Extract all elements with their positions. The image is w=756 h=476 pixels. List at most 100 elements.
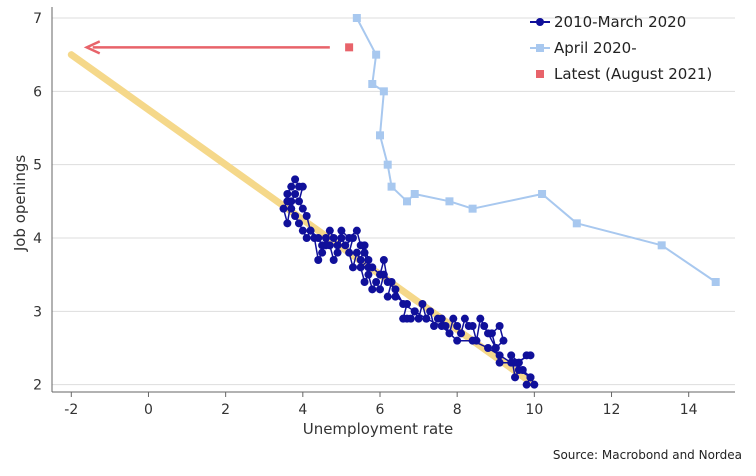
data-point-series-1 — [379, 256, 388, 264]
gridlines — [52, 17, 735, 386]
trend-line-layer — [67, 51, 538, 389]
data-point-series-1 — [364, 270, 373, 279]
data-point-series-1 — [291, 175, 300, 184]
data-point-series-1 — [325, 226, 334, 235]
data-point-series-1 — [302, 212, 311, 220]
x-tick-label: -2 — [64, 402, 78, 418]
legend-label: 2010-March 2020 — [554, 13, 686, 31]
data-point-series-1 — [348, 263, 357, 272]
y-tick-label: 2 — [33, 378, 42, 394]
data-point-series-1 — [298, 182, 307, 191]
arrow-head — [83, 40, 101, 55]
data-point-series-1 — [360, 278, 369, 286]
y-tick-label: 4 — [33, 231, 42, 247]
data-point-series-2 — [403, 197, 412, 206]
data-point-series-1 — [522, 380, 531, 389]
data-point-series-2 — [387, 182, 396, 191]
data-point-series-1 — [368, 285, 377, 294]
data-point-series-1 — [399, 300, 408, 308]
data-point-series-1 — [453, 322, 462, 330]
series-points — [279, 14, 720, 389]
trend-line — [67, 51, 538, 389]
data-point-series-1 — [383, 292, 392, 301]
data-point-series-1 — [375, 285, 384, 294]
data-point-series-2 — [383, 160, 392, 169]
data-point-series-1 — [356, 263, 365, 272]
data-point-series-1 — [449, 314, 458, 323]
data-point-series-1 — [333, 248, 342, 257]
x-tick-label: 8 — [453, 402, 462, 418]
data-point-series-1 — [364, 256, 373, 264]
data-point-series-1 — [337, 226, 346, 235]
data-point-series-1 — [352, 226, 361, 235]
data-point-series-1 — [345, 234, 354, 242]
y-tick-label: 6 — [33, 84, 42, 100]
data-point-series-1 — [279, 204, 288, 213]
data-point-series-1 — [337, 234, 346, 242]
data-point-series-1 — [480, 322, 489, 330]
data-point-series-1 — [507, 351, 516, 360]
data-point-series-2 — [657, 241, 666, 250]
legend-swatch-marker — [536, 70, 544, 78]
data-point-series-1 — [321, 241, 330, 250]
data-point-series-1 — [283, 190, 292, 198]
legend: 2010-March 2020 April 2020- Latest (August… — [530, 13, 712, 83]
data-point-series-1 — [314, 256, 323, 264]
data-point-series-1 — [430, 322, 439, 330]
data-point-series-1 — [294, 219, 303, 228]
data-point-series-1 — [526, 351, 535, 360]
data-point-series-1 — [287, 182, 296, 191]
data-point-series-1 — [464, 322, 473, 330]
data-point-series-2 — [379, 87, 388, 96]
legend-swatch-marker — [536, 18, 544, 26]
data-point-series-1 — [433, 314, 442, 323]
data-point-series-1 — [507, 358, 516, 367]
data-point-series-1 — [422, 314, 431, 323]
data-point-series-1 — [453, 336, 462, 345]
data-point-series-1 — [499, 336, 508, 345]
data-point-series-1 — [287, 204, 296, 213]
data-point-series-1 — [495, 358, 504, 367]
data-point-series-1 — [426, 307, 435, 316]
data-point-series-1 — [302, 234, 311, 242]
data-point-series-2 — [375, 131, 384, 140]
data-point-series-1 — [491, 344, 500, 352]
y-tick-label: 7 — [33, 11, 42, 27]
data-point-series-1 — [476, 314, 485, 323]
data-point-series-1 — [410, 307, 419, 316]
x-tick-label: 4 — [298, 402, 307, 418]
data-point-series-1 — [368, 263, 377, 272]
data-point-series-1 — [530, 380, 539, 389]
data-point-series-1 — [445, 329, 454, 338]
data-point-series-1 — [372, 278, 381, 286]
data-point-series-1 — [298, 226, 307, 235]
y-tick-label: 3 — [33, 304, 42, 320]
data-point-series-2 — [410, 190, 419, 198]
data-point-series-1 — [526, 373, 535, 382]
data-point-series-1 — [399, 314, 408, 323]
data-point-series-1 — [294, 197, 303, 206]
data-point-series-1 — [287, 197, 296, 206]
data-point-series-1 — [457, 329, 466, 338]
axes: 2 3 4 5 6 7 -2 0 2 4 6 8 10 12 14 — [33, 7, 735, 418]
data-point-series-1 — [391, 292, 400, 301]
x-tick-label: 6 — [376, 402, 385, 418]
data-point-series-1 — [495, 351, 504, 360]
data-point-series-1 — [360, 248, 369, 257]
data-point-series-1 — [298, 204, 307, 213]
data-point-series-2 — [538, 190, 547, 198]
data-point-series-1 — [484, 344, 493, 352]
data-point-series-1 — [283, 219, 292, 228]
data-point-series-2 — [445, 197, 454, 206]
data-point-series-1 — [329, 256, 338, 264]
data-point-series-2 — [368, 80, 377, 88]
data-point-series-2 — [372, 50, 381, 59]
data-point-series-1 — [484, 329, 493, 338]
data-point-series-1 — [352, 248, 361, 257]
x-axis-title: Unemployment rate — [303, 420, 454, 438]
source-note: Source: Macrobond and Nordea — [553, 448, 742, 462]
data-point-series-2 — [711, 278, 720, 286]
data-point-series-1 — [321, 234, 330, 242]
data-point-series-1 — [314, 234, 323, 242]
